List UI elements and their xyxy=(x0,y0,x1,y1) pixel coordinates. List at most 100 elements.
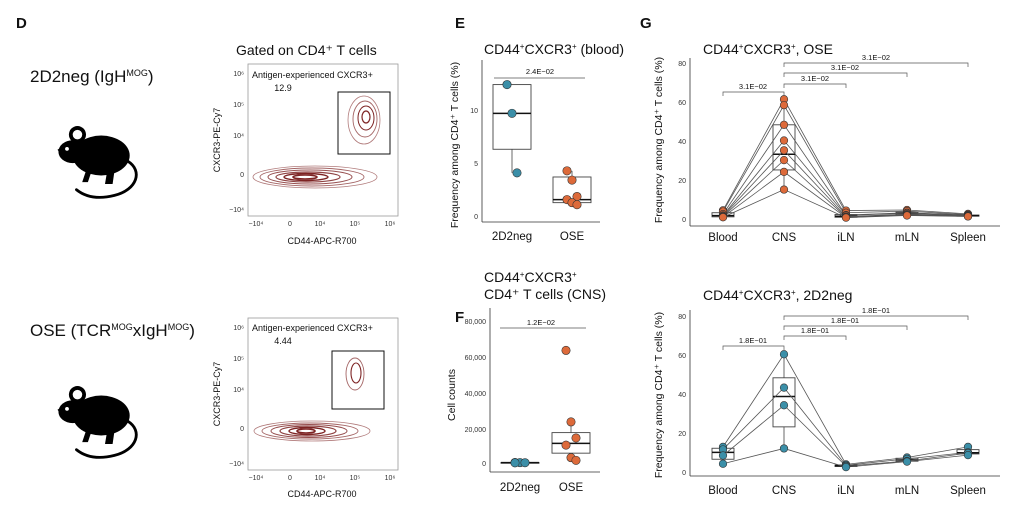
chart-e-xtick-2d2neg: 2D2neg xyxy=(492,231,532,243)
chart-g-ose-sig-3: 3.1E−02 xyxy=(831,63,859,72)
chart-e-ytick-0: 0 xyxy=(474,214,478,221)
chart-g-ose-xtick-iln: iLN xyxy=(837,232,854,244)
chart-g-2d2neg-ylabel: Frequency among CD4⁺ T cells (%) xyxy=(653,312,665,478)
chart-g-ose-ytick-80: 80 xyxy=(678,61,686,68)
chart-g-2d2neg: CD44+CXCR3+, 2D2neg Frequency among CD4⁺… xyxy=(653,287,1000,497)
chart-g-ose-iln-point-7 xyxy=(841,213,851,222)
chart-g-ose-mln-point-7 xyxy=(902,211,912,220)
chart-g-2d2neg-bracket-cns-mln xyxy=(783,325,908,330)
chart-g-2d2neg-title: CD44+CXCR3+, 2D2neg xyxy=(703,287,852,303)
flow-bottom-ytick-2: 10⁵ xyxy=(233,356,244,363)
chart-e-2d2neg-point-0 xyxy=(502,80,512,90)
chart-e-ose-point-0 xyxy=(562,166,572,176)
chart-f-2d2neg-point-2 xyxy=(520,458,530,468)
flow-bottom-gate-name: Antigen-experienced CXCR3+ xyxy=(252,323,373,333)
flow-bottom-ytick-5: −10⁴ xyxy=(229,461,244,468)
chart-g-2d2neg-blood-point-2 xyxy=(718,451,728,460)
flow-bottom-xtick-4: 10⁵ xyxy=(350,475,361,482)
chart-g-2d2neg-ytick-80: 80 xyxy=(678,314,686,321)
chart-g-ose-cns-point-3 xyxy=(779,136,789,145)
flow-top-ytick-2: 10⁵ xyxy=(233,102,244,109)
flow-plot-ose: 10⁶ 10⁵ 10⁴ 0 −10⁴ −10⁴ 0 10⁴ 10⁵ 10⁶ CD… xyxy=(212,317,399,499)
chart-e-xtick-ose: OSE xyxy=(560,231,585,243)
chart-g-2d2neg-cns-point-0 xyxy=(779,350,789,359)
flow-top-xtick-2: 0 xyxy=(288,221,292,228)
chart-e-ytick-2: 10 xyxy=(470,108,478,115)
mouse-icon-ose xyxy=(56,384,138,459)
chart-g-ose-bracket-cns-iln xyxy=(783,83,847,88)
chart-f-title-line1: CD44+CXCR3+ xyxy=(484,269,577,285)
chart-f-ytick-3: 60,000 xyxy=(465,355,487,362)
flow-top-xtick-3: 10⁴ xyxy=(315,221,326,228)
chart-g-2d2neg-xtick-mln: mLN xyxy=(895,485,919,497)
flow-bottom-xtick-5: 10⁶ xyxy=(385,475,396,482)
chart-g-2d2neg-xtick-blood: Blood xyxy=(708,485,737,497)
chart-g-ose-bracket-cns-mln xyxy=(783,72,908,77)
chart-g-ose-cns-point-1 xyxy=(779,101,789,110)
chart-g-2d2neg-spleen-point-3 xyxy=(963,451,973,460)
chart-g-2d2neg-cns-point-2 xyxy=(779,401,789,410)
group-label-2d2neg: 2D2neg (IgHMOG) xyxy=(30,67,154,86)
flow-bottom-ylabel: CXCR3-PE-Cy7 xyxy=(212,362,222,427)
chart-g-ose-cns-point-2 xyxy=(779,120,789,129)
chart-f-ytick-0: 0 xyxy=(482,461,486,468)
chart-g-2d2neg-cns-point-1 xyxy=(779,383,789,392)
chart-f-ytick-4: 80,000 xyxy=(465,319,487,326)
chart-f-ose-point-3 xyxy=(561,440,571,450)
panel-label-e: E xyxy=(455,15,465,32)
chart-g-2d2neg-cns-box xyxy=(772,377,796,428)
flow-bottom-ytick-1: 10⁶ xyxy=(233,325,244,332)
chart-g-ose-ytick-20: 20 xyxy=(678,178,686,185)
chart-e-ose-point-1 xyxy=(567,175,577,185)
chart-g-ose-bracket-blood-cns xyxy=(722,91,785,96)
chart-g-ose-brackets xyxy=(722,62,969,96)
chart-g-2d2neg-sig-2: 1.8E−01 xyxy=(801,326,829,335)
flow-top-ytick-1: 10⁶ xyxy=(233,71,244,78)
chart-f-xtick-ose: OSE xyxy=(559,482,584,494)
chart-e-2d2neg-point-2 xyxy=(512,168,522,178)
flow-bottom-population xyxy=(253,357,371,442)
flow-top-gate xyxy=(337,91,391,155)
chart-g-ose-sig-1: 3.1E−02 xyxy=(739,82,767,91)
chart-g-2d2neg-sig-1: 1.8E−01 xyxy=(739,336,767,345)
chart-g-ose-xtick-spleen: Spleen xyxy=(950,232,986,244)
chart-e-title: CD44+CXCR3+ (blood) xyxy=(484,41,624,57)
flow-bottom-gate-value: 4.44 xyxy=(274,336,292,346)
panel-label-d: D xyxy=(16,15,27,32)
chart-g-ose: G CD44+CXCR3+, OSE Frequency among CD4⁺ … xyxy=(640,15,1000,244)
flow-top-population xyxy=(252,95,381,189)
chart-e-sig-label: 2.4E−02 xyxy=(526,67,554,76)
chart-g-2d2neg-sig-4: 1.8E−01 xyxy=(862,306,890,315)
mouse-icon-2d2neg xyxy=(56,124,138,199)
chart-f-ose-point-1 xyxy=(566,417,576,427)
group-label-ose: OSE (TCRMOGxIgHMOG) xyxy=(30,321,195,340)
chart-g-ose-mouse-line-0 xyxy=(722,98,969,215)
chart-f-sig-label: 1.2E−02 xyxy=(527,318,555,327)
chart-g-ose-xtick-blood: Blood xyxy=(708,232,737,244)
flow-bottom-ytick-3: 10⁴ xyxy=(233,387,244,394)
chart-g-2d2neg-ytick-0: 0 xyxy=(682,470,686,477)
chart-f-ose-point-0 xyxy=(561,345,571,355)
flow-top-xtick-1: −10⁴ xyxy=(249,221,264,228)
chart-f-xtick-2d2neg: 2D2neg xyxy=(500,482,540,494)
chart-g-2d2neg-bracket-cns-spleen xyxy=(783,315,969,320)
chart-g-2d2neg-mln-point-3 xyxy=(902,457,912,466)
chart-g-2d2neg-mouse-line-2 xyxy=(722,404,969,467)
flow-title: Gated on CD4⁺ T cells xyxy=(236,42,377,58)
chart-g-ose-xtick-mln: mLN xyxy=(895,232,919,244)
flow-bottom-xtick-1: −10⁴ xyxy=(249,475,264,482)
chart-e-2d2neg-box xyxy=(492,84,532,150)
chart-g-2d2neg-brackets xyxy=(722,315,969,350)
chart-g-ose-ytick-60: 60 xyxy=(678,100,686,107)
chart-g-2d2neg-ytick-60: 60 xyxy=(678,353,686,360)
chart-f-ose-point-2 xyxy=(571,433,581,443)
flow-bottom-xtick-3: 10⁴ xyxy=(315,475,326,482)
chart-g-ose-cns-point-6 xyxy=(779,167,789,176)
chart-f: F CD44+CXCR3+ CD4⁺ T cells (CNS) Cell co… xyxy=(446,269,606,494)
flow-top-gate-name: Antigen-experienced CXCR3+ xyxy=(252,70,373,80)
chart-g-2d2neg-xtick-cns: CNS xyxy=(772,485,797,497)
chart-g-2d2neg-sig-3: 1.8E−01 xyxy=(831,316,859,325)
flow-top-xtick-4: 10⁵ xyxy=(350,221,361,228)
chart-f-ytick-2: 40,000 xyxy=(465,391,487,398)
